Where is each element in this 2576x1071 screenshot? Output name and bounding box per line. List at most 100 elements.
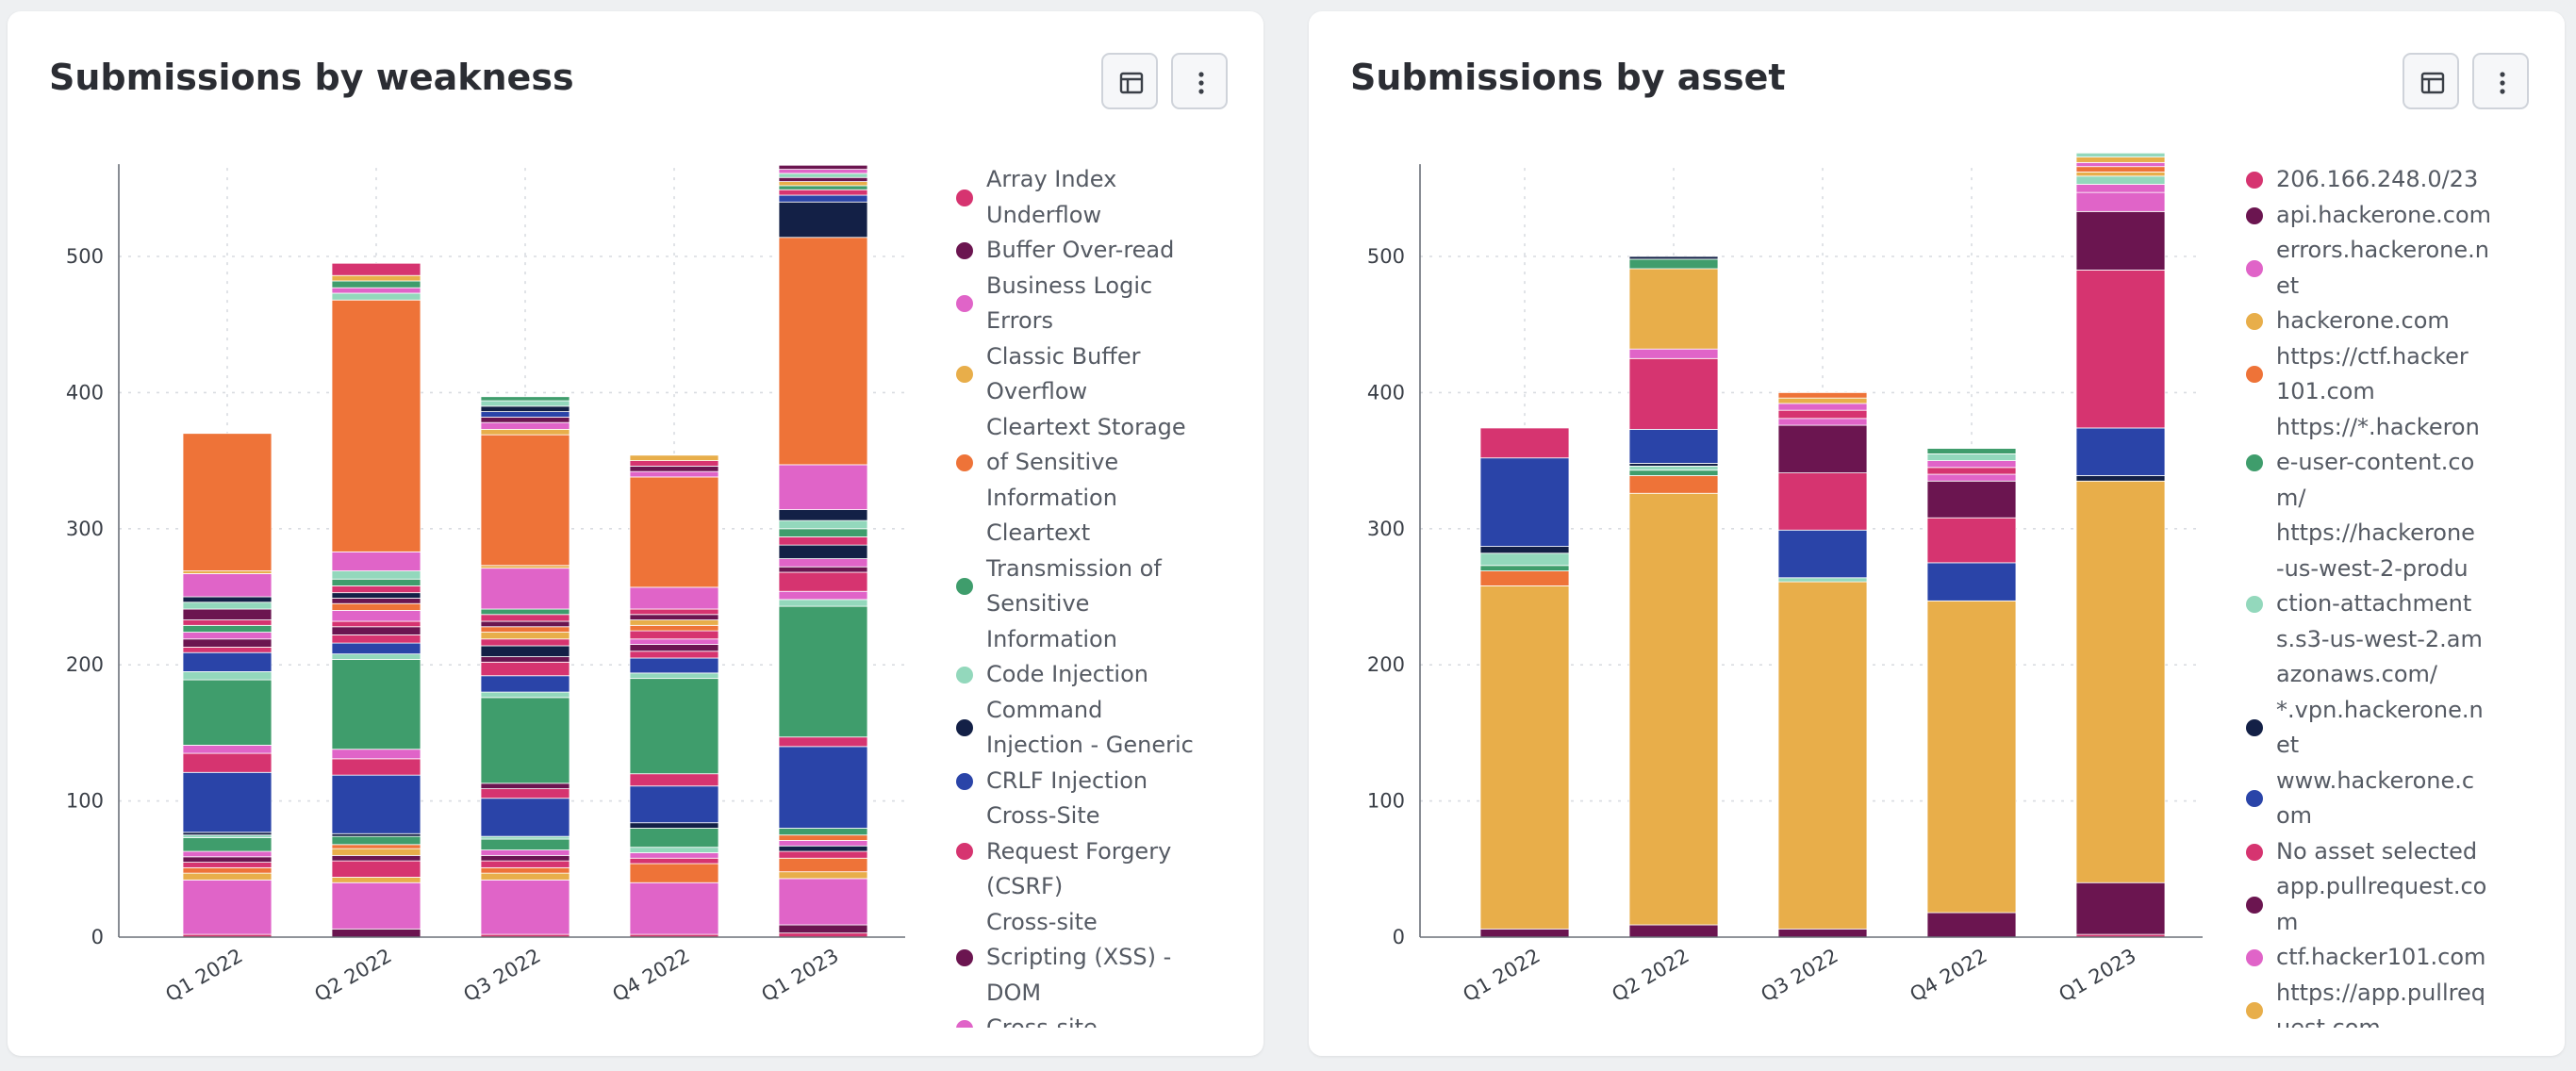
bar-segment[interactable]: [1628, 357, 1719, 430]
bar-segment[interactable]: [331, 844, 421, 849]
bar-stack[interactable]: [1628, 255, 1719, 938]
bar-segment[interactable]: [331, 280, 421, 288]
bar-segment[interactable]: [1777, 409, 1868, 420]
bar-segment[interactable]: [629, 624, 719, 632]
legend-item[interactable]: 206.166.248.0/23: [2242, 162, 2497, 198]
bar-segment[interactable]: [182, 862, 272, 868]
bar-segment[interactable]: [182, 837, 272, 852]
bar-segment[interactable]: [1926, 600, 2017, 914]
bar-segment[interactable]: [480, 788, 570, 799]
bar-segment[interactable]: [629, 470, 719, 478]
bar-segment[interactable]: [331, 854, 421, 862]
bar-segment[interactable]: [1479, 427, 1570, 459]
bar-segment[interactable]: [182, 601, 272, 610]
bar-segment[interactable]: [1777, 397, 1868, 404]
bar-segment[interactable]: [182, 744, 272, 754]
bar-segment[interactable]: [778, 828, 868, 836]
bar-segment[interactable]: [331, 626, 421, 635]
bar-segment[interactable]: [331, 598, 421, 604]
bar-segment[interactable]: [778, 194, 868, 203]
bar-segment[interactable]: [778, 736, 868, 748]
bar-segment[interactable]: [182, 752, 272, 773]
bar-segment[interactable]: [182, 651, 272, 672]
legend-item[interactable]: Code Injection: [952, 657, 1207, 693]
legend-item[interactable]: Cross-site Scripting (XSS) - DOM: [952, 905, 1207, 1012]
bar-segment[interactable]: [480, 854, 570, 862]
bar-segment[interactable]: [1479, 457, 1570, 547]
bar-segment[interactable]: [2075, 161, 2166, 168]
bar-segment[interactable]: [778, 169, 868, 174]
bar-segment[interactable]: [331, 585, 421, 594]
legend-item[interactable]: Command Injection - Generic: [952, 693, 1207, 764]
bar-segment[interactable]: [182, 624, 272, 633]
bar-segment[interactable]: [480, 400, 570, 407]
bar-segment[interactable]: [629, 454, 719, 462]
bar-segment[interactable]: [331, 659, 421, 750]
bar-segment[interactable]: [1777, 403, 1868, 411]
bar-segment[interactable]: [182, 638, 272, 648]
legend-item[interactable]: https://app.pullreq uest.com: [2242, 976, 2497, 1028]
bar-segment[interactable]: [331, 592, 421, 599]
bar-segment[interactable]: [1926, 460, 2017, 469]
bar-segment[interactable]: [331, 848, 421, 856]
bar-segment[interactable]: [629, 785, 719, 824]
bar-segment[interactable]: [1628, 428, 1719, 464]
bar-segment[interactable]: [480, 798, 570, 837]
bar-segment[interactable]: [1628, 268, 1719, 350]
legend-item[interactable]: api.hackerone.com: [2242, 198, 2497, 234]
bar-stack[interactable]: [1777, 391, 1868, 938]
legend-item[interactable]: Cleartext Transmission of Sensitive Info…: [952, 516, 1207, 657]
bar-segment[interactable]: [2075, 480, 2166, 883]
bar-segment[interactable]: [480, 691, 570, 699]
bar-segment[interactable]: [480, 838, 570, 850]
bar-segment[interactable]: [1628, 492, 1719, 926]
bar-segment[interactable]: [2075, 427, 2166, 476]
bar-segment[interactable]: [778, 164, 868, 170]
bar-segment[interactable]: [1777, 577, 1868, 583]
bar-stack[interactable]: [778, 164, 868, 938]
bar-segment[interactable]: [1926, 453, 2017, 462]
bar-segment[interactable]: [778, 509, 868, 521]
bar-segment[interactable]: [182, 608, 272, 620]
legend-item[interactable]: Cleartext Storage of Sensitive Informati…: [952, 410, 1207, 517]
bar-segment[interactable]: [480, 416, 570, 423]
bar-segment[interactable]: [2075, 166, 2166, 173]
bar-segment[interactable]: [2075, 175, 2166, 185]
bar-segment[interactable]: [778, 566, 868, 573]
bar-segment[interactable]: [1479, 565, 1570, 571]
bar-segment[interactable]: [480, 565, 570, 569]
bar-segment[interactable]: [1479, 585, 1570, 930]
bar-segment[interactable]: [778, 834, 868, 841]
legend-item[interactable]: www.hackerone.c om: [2242, 764, 2497, 834]
bar-segment[interactable]: [778, 840, 868, 847]
bar-segment[interactable]: [2075, 270, 2166, 429]
bar-segment[interactable]: [1479, 546, 1570, 554]
bar-segment[interactable]: [629, 657, 719, 674]
bar-segment[interactable]: [480, 396, 570, 402]
bar-segment[interactable]: [629, 608, 719, 616]
table-view-button[interactable]: [2403, 53, 2459, 109]
bar-segment[interactable]: [1926, 448, 2017, 454]
bar-segment[interactable]: [182, 834, 272, 838]
bar-segment[interactable]: [778, 605, 868, 738]
bar-segment[interactable]: [480, 411, 570, 418]
bar-segment[interactable]: [778, 871, 868, 880]
legend-item[interactable]: https://ctf.hacker 101.com: [2242, 339, 2497, 410]
bar-segment[interactable]: [331, 642, 421, 655]
more-options-button[interactable]: [2472, 53, 2529, 109]
bar-segment[interactable]: [480, 626, 570, 633]
bar-stack[interactable]: [182, 433, 272, 938]
legend-item[interactable]: Business Logic Errors: [952, 269, 1207, 339]
bar-stack[interactable]: [480, 396, 570, 938]
bar-segment[interactable]: [778, 519, 868, 530]
bar-segment[interactable]: [182, 856, 272, 863]
bar-segment[interactable]: [629, 644, 719, 652]
bar-segment[interactable]: [331, 287, 421, 294]
bar-segment[interactable]: [1777, 581, 1868, 930]
legend-item[interactable]: https://*.hackeron e-user-content.co m/: [2242, 410, 2497, 517]
bar-segment[interactable]: [182, 647, 272, 653]
bar-segment[interactable]: [480, 697, 570, 784]
bar-segment[interactable]: [778, 176, 868, 182]
bar-segment[interactable]: [629, 630, 719, 640]
bar-segment[interactable]: [1926, 480, 2017, 519]
